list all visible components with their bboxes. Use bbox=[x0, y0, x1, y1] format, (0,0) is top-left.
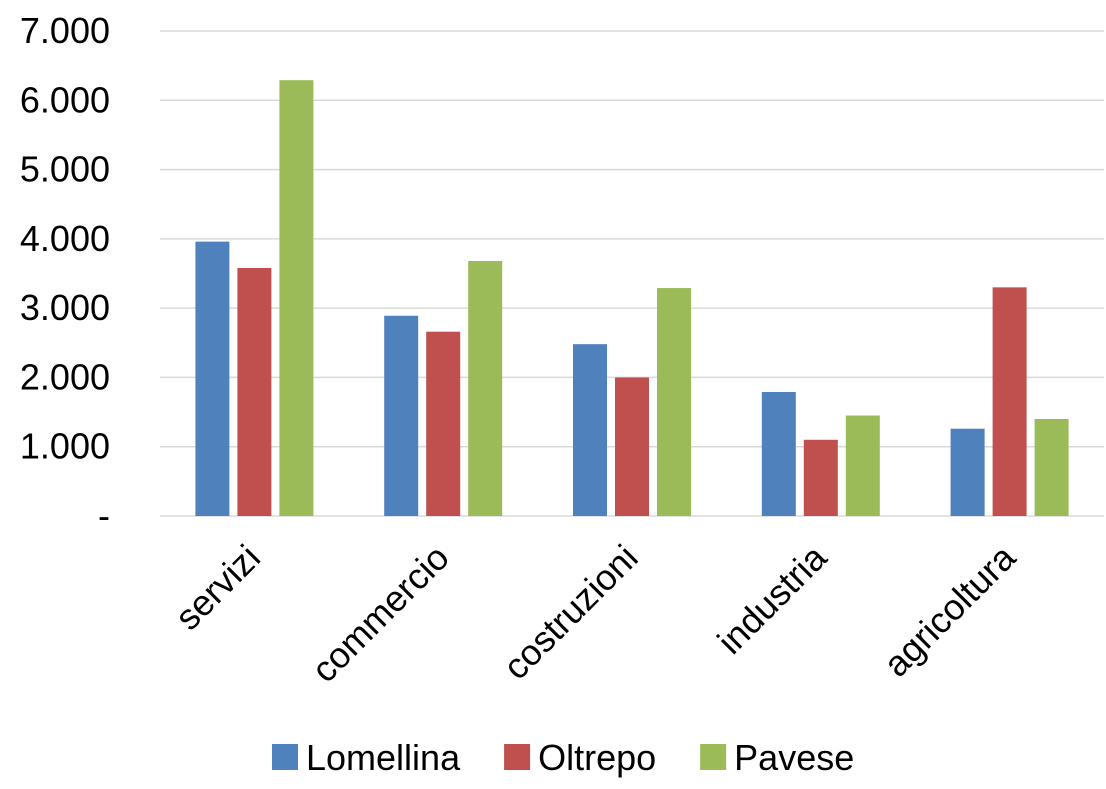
legend-label-oltrepo: Oltrepo bbox=[538, 737, 656, 778]
x-axis-category-labels: servizi commercio costruzioni industria agri… bbox=[167, 536, 1024, 690]
bar-lomellina-industria bbox=[761, 391, 796, 516]
y-tick-label: 1.000 bbox=[20, 426, 110, 467]
bar-lomellina-agricoltura bbox=[950, 428, 985, 516]
bar-oltrepo-industria bbox=[803, 439, 838, 516]
y-axis-tick-labels: - 1.000 2.000 3.000 4.000 5.000 6.000 7.000 bbox=[20, 10, 110, 536]
bar-oltrepo-costruzioni bbox=[615, 377, 649, 516]
legend-swatch-pavese bbox=[700, 744, 727, 770]
legend-swatch-lomellina bbox=[272, 744, 298, 770]
y-tick-label: 4.000 bbox=[20, 218, 110, 259]
x-category-label: commercio bbox=[303, 537, 456, 690]
bar-pavese-industria bbox=[845, 415, 880, 516]
legend-label-pavese: Pavese bbox=[734, 737, 854, 778]
y-tick-label: 6.000 bbox=[20, 79, 110, 120]
bar-oltrepo-servizi bbox=[237, 267, 272, 516]
bar-pavese-servizi bbox=[279, 80, 314, 516]
y-tick-label: 5.000 bbox=[20, 149, 110, 190]
bar-oltrepo-agricoltura bbox=[992, 287, 1027, 516]
y-tick-label: - bbox=[98, 495, 110, 536]
bar-pavese-costruzioni bbox=[657, 288, 691, 516]
x-category-label: agricoltura bbox=[875, 536, 1024, 685]
y-tick-label: 7.000 bbox=[20, 10, 110, 51]
legend-label-lomellina: Lomellina bbox=[306, 737, 461, 778]
bar-lomellina-commercio bbox=[384, 315, 419, 516]
x-category-label: servizi bbox=[167, 537, 268, 638]
bar-lomellina-costruzioni bbox=[573, 344, 607, 516]
y-tick-label: 3.000 bbox=[20, 287, 110, 328]
bar-pavese-agricoltura bbox=[1034, 419, 1069, 516]
legend-swatch-oltrepo bbox=[504, 744, 531, 770]
y-tick-label: 2.000 bbox=[20, 356, 110, 397]
legend: Lomellina Oltrepo Pavese bbox=[272, 737, 854, 778]
x-category-label: costruzioni bbox=[495, 537, 646, 688]
bars bbox=[195, 80, 1069, 516]
bar-oltrepo-commercio bbox=[426, 331, 461, 516]
bar-pavese-commercio bbox=[468, 261, 503, 516]
bar-lomellina-servizi bbox=[195, 241, 230, 516]
x-category-label: industria bbox=[709, 536, 835, 662]
